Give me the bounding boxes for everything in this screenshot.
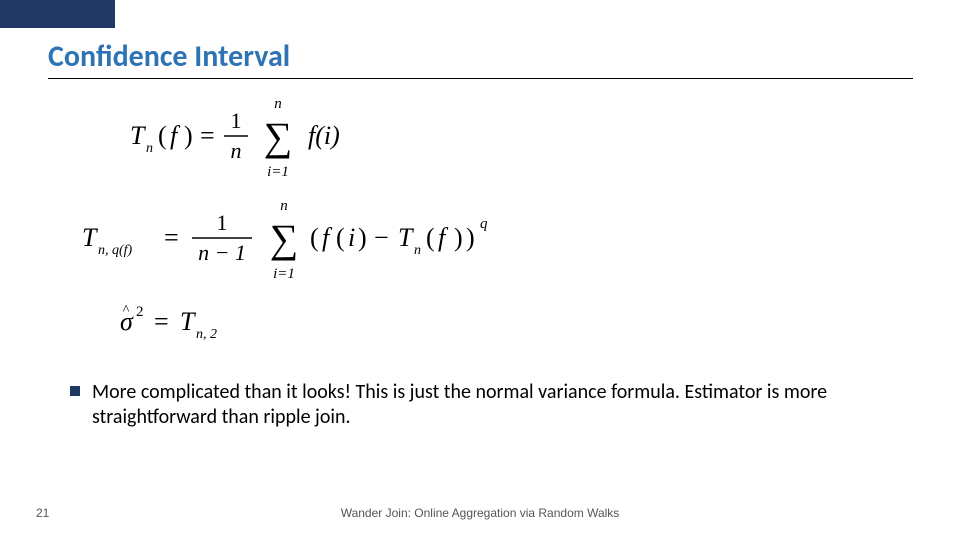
top-accent-bar (0, 0, 115, 28)
eq1-sigma: ∑ (264, 114, 293, 159)
eq2-lhs-T: T (82, 223, 98, 252)
eq2-sup-q: q (480, 216, 488, 232)
eq1-sum-upper: n (274, 96, 282, 112)
eq2-fi-lp: ( (336, 223, 345, 252)
equation-3: ^ σ 2 = T n, 2 (120, 300, 280, 349)
eq2-sum-lower: i=1 (273, 266, 295, 282)
bullet-item: More complicated than it looks! This is … (70, 380, 910, 430)
eq2-sigma: ∑ (270, 216, 299, 261)
eq2-Tf-lp: ( (426, 223, 435, 252)
eq3-T: T (180, 307, 196, 336)
eq2-Tf-rp: ) (454, 223, 463, 252)
eq1-term: f(i) (308, 121, 340, 150)
eq3-sub: n, 2 (196, 327, 217, 342)
slide: Confidence Interval T n ( f ) = 1 n n ∑ … (0, 0, 960, 540)
eq2-i: i (348, 223, 355, 252)
eq1-frac-den: n (231, 138, 242, 163)
eq2-frac-num: 1 (217, 210, 228, 235)
eq2-rparen: ) (466, 223, 475, 252)
slide-title: Confidence Interval (48, 38, 290, 75)
eq1-frac-num: 1 (231, 108, 242, 133)
eq3-sup2: 2 (136, 304, 144, 320)
eq2-sum-upper: n (280, 198, 288, 214)
eq2-Tf-f: f (438, 223, 449, 252)
eq2-f: f (322, 223, 333, 252)
eq1-lhs-T: T (130, 121, 146, 150)
eq1-lparen: ( (158, 121, 167, 150)
eq2-lparen: ( (310, 223, 319, 252)
eq1-equals: = (200, 121, 215, 150)
bullet-marker (70, 386, 80, 396)
title-underline (48, 78, 913, 79)
eq2-equals: = (164, 223, 179, 252)
equation-1: T n ( f ) = 1 n n ∑ i=1 f(i) (130, 92, 360, 185)
eq2-lhs-sub: n, q(f) (98, 243, 133, 258)
equation-2: T n, q(f) = 1 n − 1 n ∑ i=1 ( f ( i ) − … (82, 192, 552, 287)
eq2-Tn-sub: n (414, 243, 421, 258)
bullet-text: More complicated than it looks! This is … (92, 380, 910, 430)
eq1-rparen: ) (184, 121, 193, 150)
eq3-equals: = (154, 307, 169, 336)
eq2-T: T (398, 223, 414, 252)
eq1-sum-lower: i=1 (267, 164, 289, 180)
eq2-minus: − (374, 223, 389, 252)
eq2-frac-den: n − 1 (198, 240, 246, 265)
eq3-sigma: σ (120, 307, 134, 336)
eq1-lhs-arg: f (170, 121, 181, 150)
eq1-lhs-sub: n (146, 141, 153, 156)
footer-text: Wander Join: Online Aggregation via Rand… (0, 506, 960, 520)
eq2-fi-rp: ) (358, 223, 367, 252)
